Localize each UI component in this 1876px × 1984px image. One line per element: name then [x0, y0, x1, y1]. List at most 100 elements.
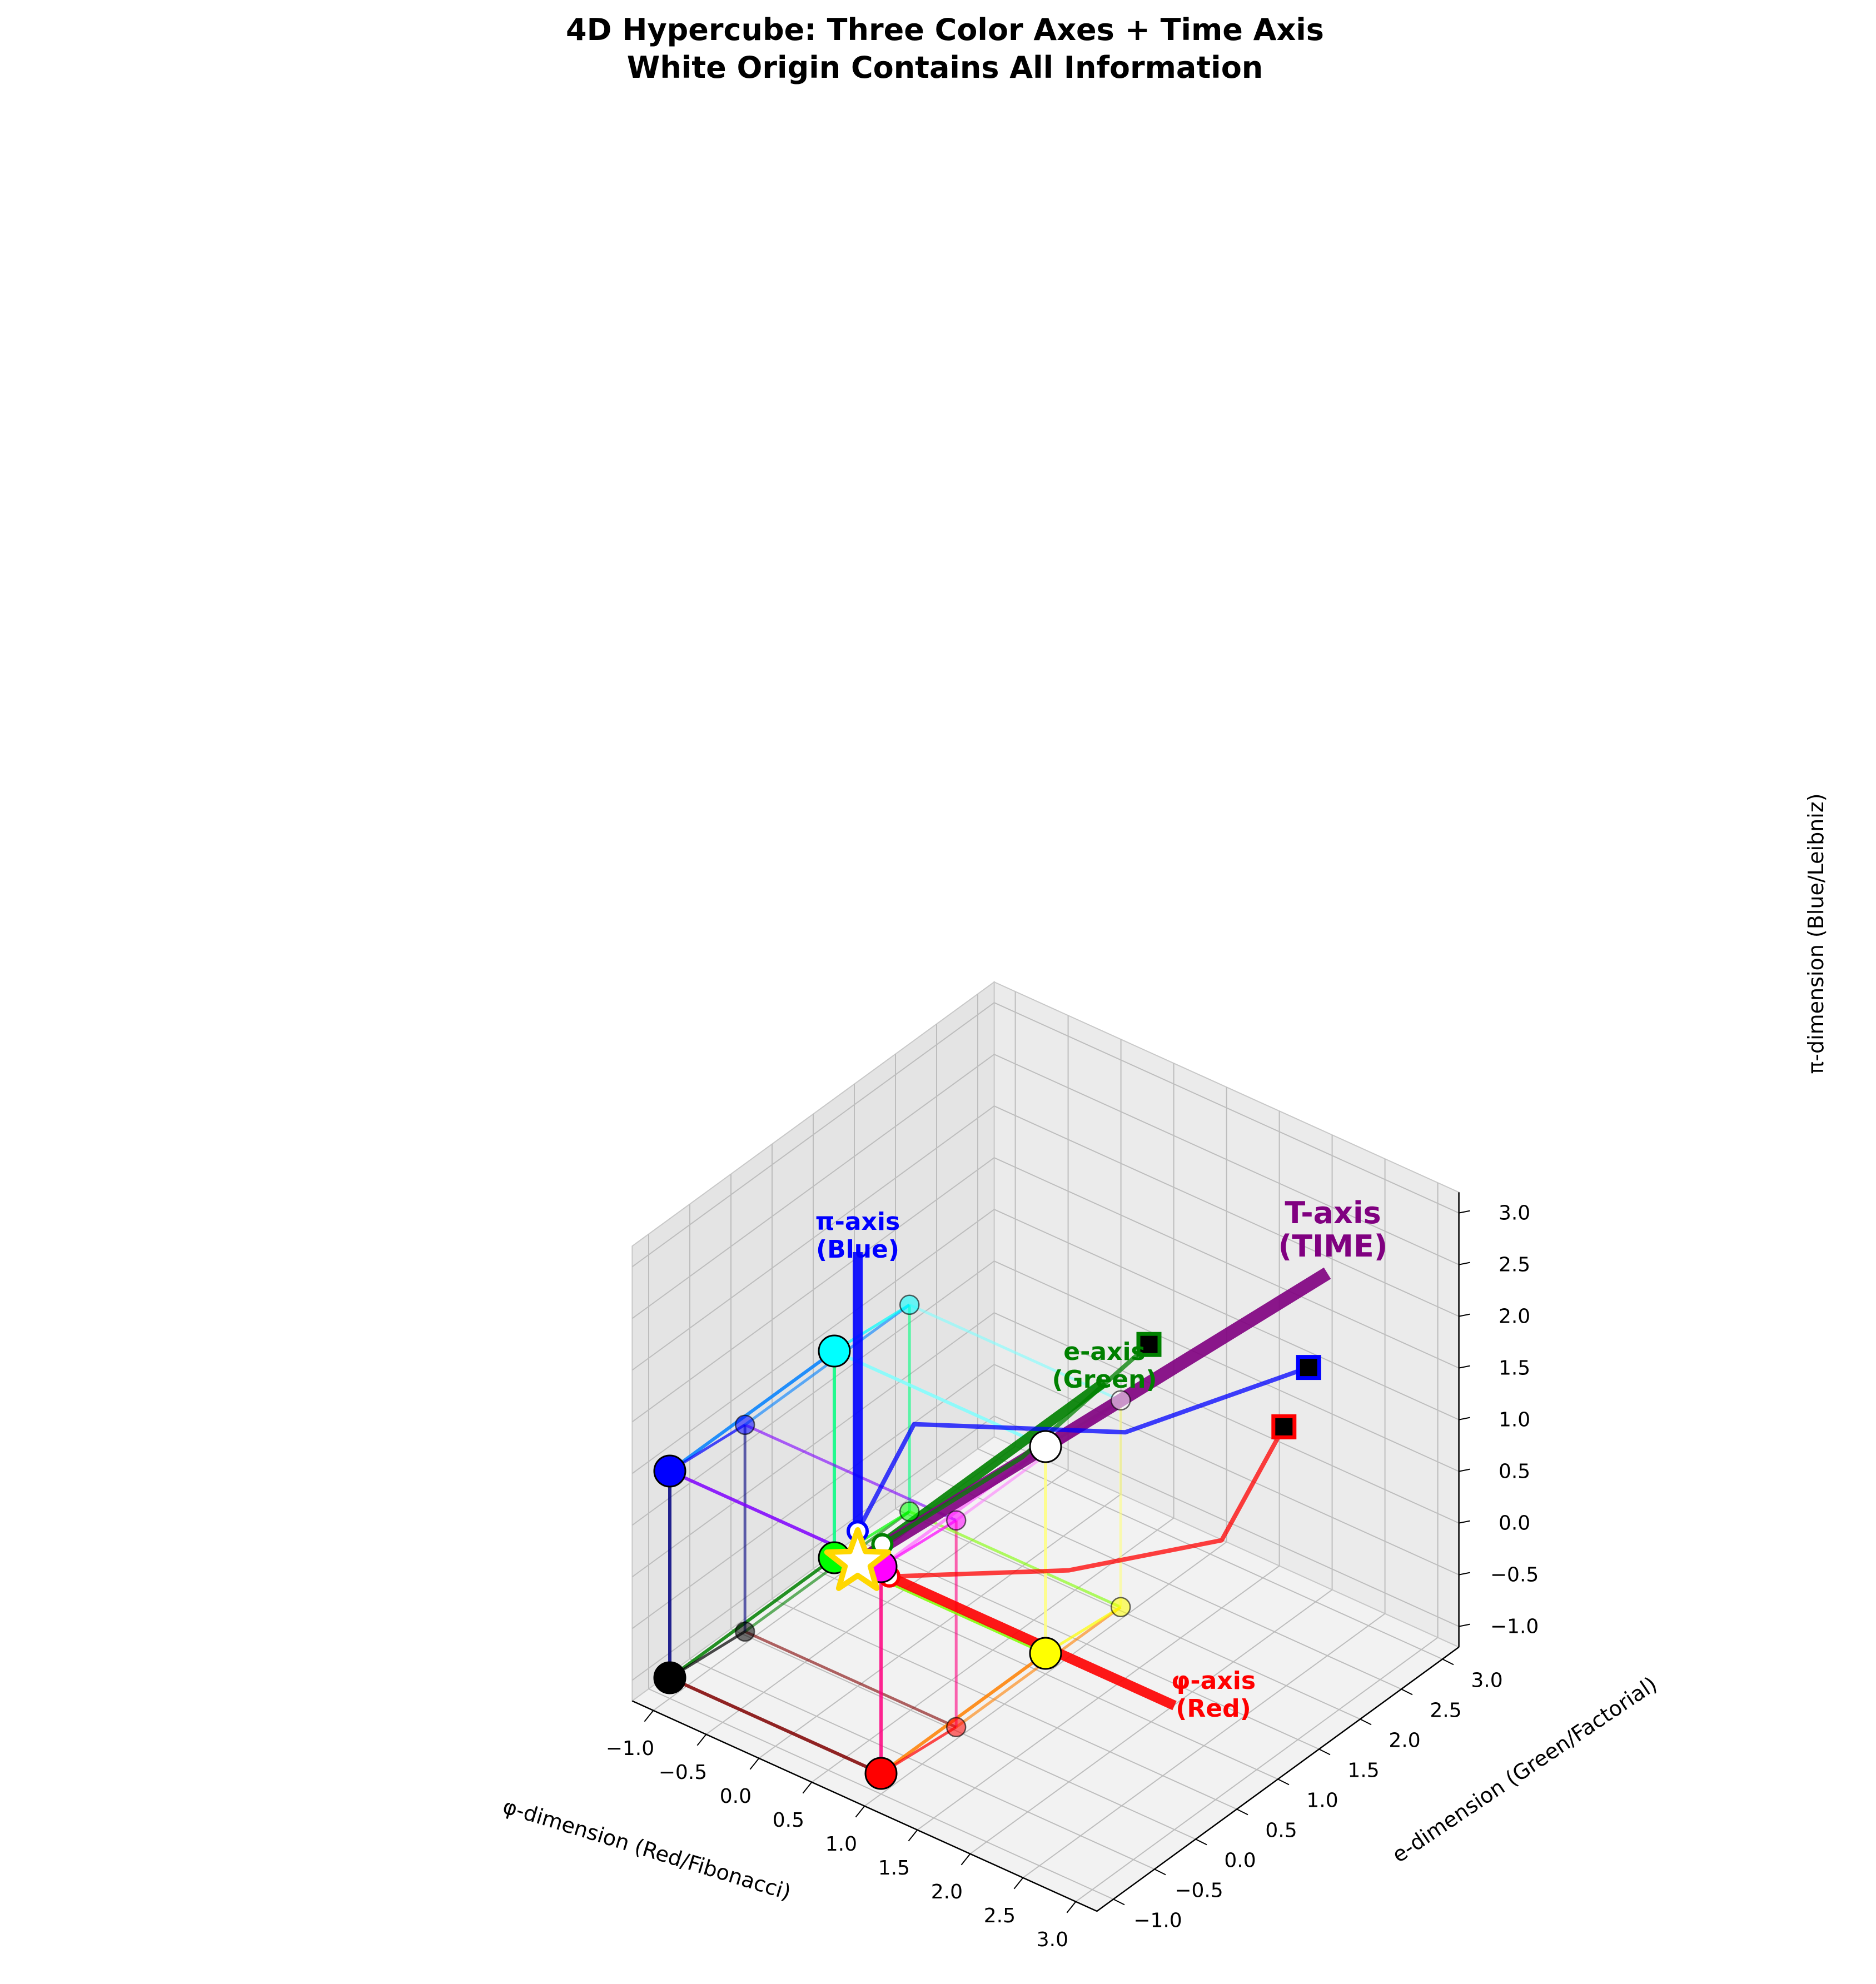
x-tick-mark — [749, 1758, 760, 1770]
z-tick-mark — [1459, 1468, 1470, 1472]
grid-line-z-back — [994, 1260, 1460, 1472]
axis-annotation-0: φ-axis — [1171, 1667, 1256, 1695]
cube-edge — [833, 1349, 1047, 1448]
y-tick-mark — [1236, 1808, 1248, 1816]
sequence-line-0 — [889, 1425, 1286, 1579]
time-vertex-cyan — [899, 1294, 920, 1315]
y-tick-label: −0.5 — [1175, 1879, 1223, 1902]
z-tick-mark — [1459, 1520, 1470, 1524]
grid-line-y-floor — [648, 1688, 1114, 1900]
grid-line-z-left — [631, 1209, 995, 1474]
time-vertex-black — [734, 1621, 755, 1642]
vertex-cyan — [818, 1334, 851, 1368]
y-axis-label: e-dimension (Green/Factorial) — [1388, 1672, 1661, 1867]
x-tick-label: 0.5 — [773, 1809, 804, 1832]
sequence-line-2 — [855, 1365, 1310, 1533]
tick-labels: −1.0−0.50.00.51.01.52.02.53.0−1.0−0.50.0… — [606, 1202, 1539, 1951]
x-tick-label: 0.0 — [720, 1785, 752, 1808]
cube-edge — [669, 1676, 882, 1775]
x-tick-mark — [802, 1782, 813, 1794]
x-tick-mark — [644, 1710, 654, 1722]
z-tick-label: 3.0 — [1499, 1202, 1530, 1225]
grid-line-z-left — [631, 1054, 995, 1319]
vertex-white — [1029, 1430, 1062, 1463]
z-tick-mark — [1459, 1365, 1470, 1369]
time-cube-edge — [744, 1423, 957, 1522]
z-tick-label: 1.5 — [1499, 1357, 1530, 1380]
x-tick-label: 2.0 — [931, 1881, 963, 1903]
y-tick-mark — [1154, 1868, 1166, 1876]
grid-line-z-back — [994, 1312, 1460, 1524]
z-tick-mark — [1459, 1262, 1470, 1265]
y-tick-mark — [1442, 1658, 1454, 1666]
axis-annotation-0: (Red) — [1176, 1694, 1251, 1723]
chart-title-line-1: 4D Hypercube: Three Color Axes + Time Ax… — [566, 12, 1324, 47]
time-vertex-green — [899, 1501, 920, 1522]
x-tick-mark — [1066, 1901, 1077, 1913]
x-tick-label: 1.5 — [878, 1857, 910, 1880]
cube-edge — [669, 1556, 835, 1679]
grid-line-z-left — [631, 1312, 995, 1578]
grid-line-z-left — [631, 1415, 995, 1681]
grid-line-z-left — [631, 1002, 995, 1268]
axis-annotation-2: (Blue) — [816, 1235, 899, 1264]
y-tick-mark — [1195, 1838, 1207, 1846]
z-tick-label: 0.5 — [1499, 1460, 1530, 1483]
x-tick-mark — [1013, 1877, 1024, 1890]
grid-line-z-back — [994, 1157, 1460, 1369]
z-tick-label: 2.5 — [1499, 1254, 1530, 1277]
z-tick-mark — [1459, 1572, 1470, 1576]
grid-line-y-floor — [977, 1448, 1443, 1660]
x-tick-label: −0.5 — [659, 1761, 707, 1784]
z-tick-label: −1.0 — [1490, 1616, 1539, 1638]
vertex-black — [653, 1661, 686, 1694]
time-cube-edge — [744, 1630, 957, 1729]
y-tick-label: −1.0 — [1133, 1909, 1182, 1932]
grid-line-y-floor — [772, 1598, 1237, 1810]
time-vertex-blue — [734, 1414, 755, 1435]
axis-annotation-3: T-axis — [1285, 1195, 1381, 1230]
z-tick-label: 2.0 — [1499, 1305, 1530, 1328]
x-tick-label: 1.0 — [825, 1833, 857, 1856]
grid-line-y-floor — [813, 1568, 1278, 1780]
x-tick-mark — [908, 1830, 918, 1842]
time-vertex-red — [946, 1717, 967, 1738]
x-tick-mark — [855, 1806, 865, 1818]
grid-line-z-back — [994, 1054, 1460, 1265]
y-tick-label: 1.0 — [1306, 1789, 1338, 1812]
cube-edge — [880, 1652, 1047, 1775]
axis-line-3 — [854, 1267, 1331, 1568]
grid-line-y-floor — [936, 1478, 1402, 1690]
grid-line-z-left — [631, 1364, 995, 1629]
sequence-end-point — [1136, 1332, 1162, 1357]
grid-line-y-floor — [689, 1658, 1155, 1870]
z-tick-mark — [1459, 1623, 1470, 1627]
axis-annotations: φ-axis(Red) e-axis(Green) π-axis(Blue) T-ax… — [815, 1195, 1388, 1723]
y-tick-mark — [1318, 1748, 1331, 1756]
time-vertex-white — [1110, 1390, 1131, 1411]
y-tick-mark — [1360, 1718, 1372, 1726]
origin-star — [824, 1527, 892, 1591]
vertex-blue — [653, 1454, 686, 1488]
x-tick-label: 2.5 — [984, 1905, 1016, 1927]
x-axis-label: φ-dimension (Red/Fibonacci) — [500, 1794, 794, 1905]
grid-line-z-back — [994, 1209, 1460, 1420]
y-tick-label: 0.0 — [1224, 1849, 1256, 1872]
y-tick-label: 0.5 — [1265, 1819, 1297, 1842]
y-tick-mark — [1277, 1778, 1290, 1786]
z-tick-label: −0.5 — [1490, 1564, 1539, 1587]
y-tick-label: 2.5 — [1430, 1699, 1461, 1722]
z-tick-mark — [1459, 1210, 1470, 1214]
grid-line-z-back — [994, 1002, 1460, 1214]
y-tick-label: 3.0 — [1471, 1669, 1502, 1692]
vertex-red — [864, 1757, 898, 1790]
y-tick-mark — [1401, 1688, 1413, 1696]
y-tick-label: 1.5 — [1347, 1759, 1379, 1782]
axis-annotation-3: (TIME) — [1278, 1229, 1388, 1264]
sequence-line-1 — [881, 1343, 1151, 1546]
grid-line-z-back — [994, 1105, 1460, 1317]
axis-annotation-2: π-axis — [815, 1208, 900, 1236]
grid-line-z-back — [994, 1415, 1460, 1627]
z-tick-label: 1.0 — [1499, 1409, 1530, 1432]
